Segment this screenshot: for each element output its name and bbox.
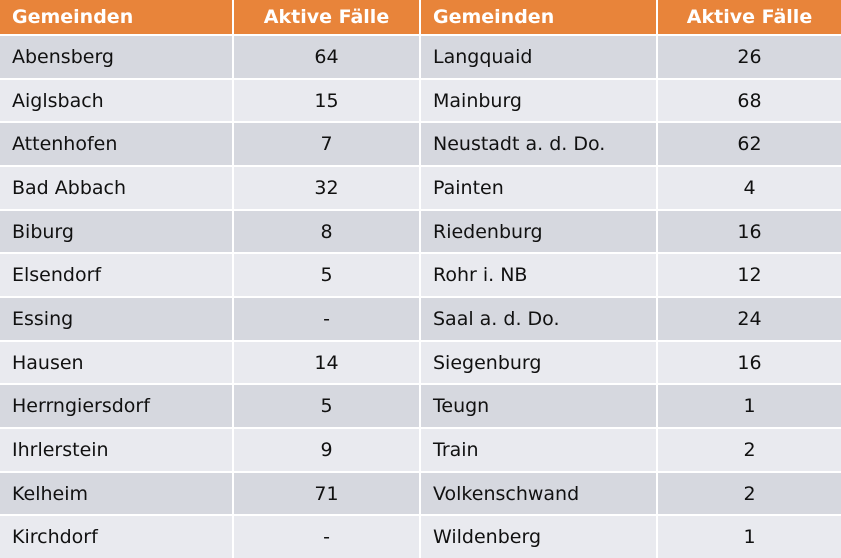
municipality: Neustadt a. d. Do. xyxy=(419,121,658,168)
municipality: Wildenberg xyxy=(419,514,658,558)
municipality: Painten xyxy=(419,165,658,211)
table-row: Hausen 14 Siegenburg 16 xyxy=(0,339,841,386)
table-row: Bad Abbach 32 Painten 4 xyxy=(0,165,841,211)
case-count: 62 xyxy=(656,121,841,168)
municipality: Bad Abbach xyxy=(0,165,234,211)
case-count: 64 xyxy=(232,34,421,80)
municipality: Kelheim xyxy=(0,470,234,517)
header-cell: Aktive Fälle xyxy=(656,0,841,36)
municipality: Train xyxy=(419,427,658,473)
table-row: Essing - Saal a. d. Do. 24 xyxy=(0,296,841,342)
case-count: 12 xyxy=(656,252,841,299)
case-count: 68 xyxy=(656,77,841,124)
municipality: Saal a. d. Do. xyxy=(419,296,658,342)
table-header: Gemeinden Aktive Fälle Gemeinden Aktive Fäl… xyxy=(0,0,841,36)
table-row: Attenhofen 7 Neustadt a. d. Do. 62 xyxy=(0,121,841,168)
header-cell: Aktive Fälle xyxy=(232,0,421,36)
case-count: 32 xyxy=(232,165,421,211)
case-count: 1 xyxy=(656,514,841,558)
municipality: Volkenschwand xyxy=(419,470,658,517)
case-count: 8 xyxy=(232,208,421,255)
municipality: Siegenburg xyxy=(419,339,658,386)
case-count: 4 xyxy=(656,165,841,211)
case-count: 9 xyxy=(232,427,421,473)
table-row: Ihrlerstein 9 Train 2 xyxy=(0,427,841,473)
municipality: Riedenburg xyxy=(419,208,658,255)
case-count: 7 xyxy=(232,121,421,168)
table-row: Elsendorf 5 Rohr i. NB 12 xyxy=(0,252,841,299)
municipality: Rohr i. NB xyxy=(419,252,658,299)
municipality: Kirchdorf xyxy=(0,514,234,558)
case-count: 1 xyxy=(656,383,841,430)
case-count: - xyxy=(232,514,421,558)
municipality: Abensberg xyxy=(0,34,234,80)
case-count: 5 xyxy=(232,252,421,299)
case-count: - xyxy=(232,296,421,342)
case-count: 24 xyxy=(656,296,841,342)
municipality: Biburg xyxy=(0,208,234,255)
municipality: Mainburg xyxy=(419,77,658,124)
case-count: 26 xyxy=(656,34,841,80)
table-row: Aiglsbach 15 Mainburg 68 xyxy=(0,77,841,124)
table-row: Abensberg 64 Langquaid 26 xyxy=(0,34,841,80)
municipality: Ihrlerstein xyxy=(0,427,234,473)
municipality: Herrngiersdorf xyxy=(0,383,234,430)
table-body: Abensberg 64 Langquaid 26 Aiglsbach 15 Mainbur… xyxy=(0,34,841,558)
case-count: 2 xyxy=(656,427,841,473)
case-count: 5 xyxy=(232,383,421,430)
municipality: Aiglsbach xyxy=(0,77,234,124)
header-cell: Gemeinden xyxy=(0,0,234,36)
municipality: Hausen xyxy=(0,339,234,386)
municipality: Langquaid xyxy=(419,34,658,80)
case-count: 71 xyxy=(232,470,421,517)
case-count: 14 xyxy=(232,339,421,386)
table-row: Kirchdorf - Wildenberg 1 xyxy=(0,514,841,558)
table-row: Biburg 8 Riedenburg 16 xyxy=(0,208,841,255)
municipality: Essing xyxy=(0,296,234,342)
municipality: Attenhofen xyxy=(0,121,234,168)
table-row: Herrngiersdorf 5 Teugn 1 xyxy=(0,383,841,430)
table-row: Kelheim 71 Volkenschwand 2 xyxy=(0,470,841,517)
header-cell: Gemeinden xyxy=(419,0,658,36)
municipality: Teugn xyxy=(419,383,658,430)
case-count: 16 xyxy=(656,339,841,386)
case-count: 2 xyxy=(656,470,841,517)
municipality: Elsendorf xyxy=(0,252,234,299)
case-count: 16 xyxy=(656,208,841,255)
header-row: Gemeinden Aktive Fälle Gemeinden Aktive Fäl… xyxy=(0,0,841,36)
case-count: 15 xyxy=(232,77,421,124)
